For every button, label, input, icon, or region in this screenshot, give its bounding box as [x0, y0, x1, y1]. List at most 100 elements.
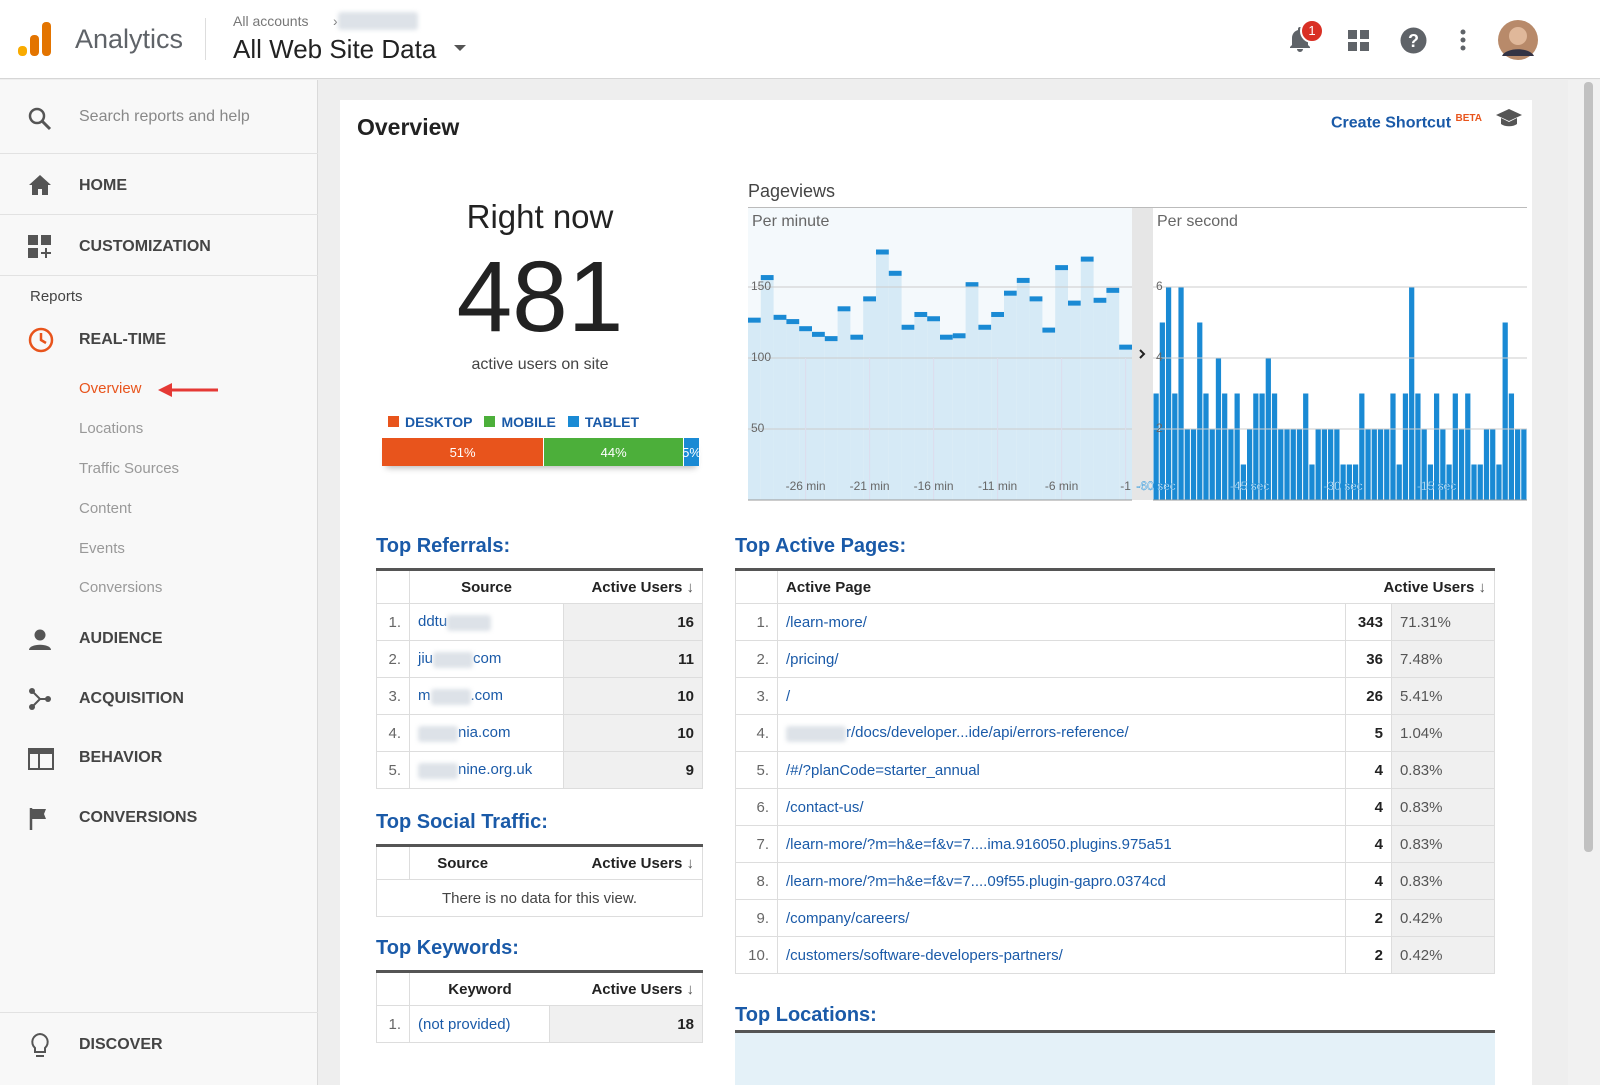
column-header[interactable]: Active Users ↓ [515, 845, 704, 880]
column-header[interactable]: Active Users ↓ [1345, 569, 1496, 604]
link-cell[interactable]: /company/careers/ [777, 899, 1346, 937]
link-text[interactable]: com [473, 650, 502, 668]
create-shortcut[interactable]: Create Shortcut BETA [1331, 113, 1482, 132]
link-cell[interactable]: (not provided) [408, 1005, 551, 1043]
link-cell[interactable]: nine.org.uk [409, 751, 564, 789]
data-row: 2. /pricing/36 7.48% [735, 640, 1496, 678]
link-text[interactable]: nine.org.uk [458, 761, 533, 779]
column-header[interactable]: Keyword [408, 971, 550, 1006]
nav-home[interactable]: HOME [79, 177, 127, 194]
column-header[interactable]: Active Users ↓ [563, 569, 704, 604]
link-text[interactable]: nia.com [458, 724, 511, 742]
rank: 9. [735, 899, 778, 937]
view-selector[interactable]: All Web Site Data [233, 34, 437, 64]
link-text[interactable]: /#/?planCode=starter_annual [786, 761, 980, 779]
bar-fill [786, 321, 800, 500]
sidebar: Search reports and help HOME CUSTOMIZATI… [0, 80, 318, 1085]
help[interactable]: ? [1400, 27, 1427, 54]
link-cell[interactable]: /learn-more/?m=h&e=f&v=7....ima.916050.p… [777, 825, 1346, 863]
link-text[interactable]: /pricing/ [786, 650, 839, 668]
active-users: 36 [1344, 640, 1392, 678]
share: 0.83% [1390, 825, 1496, 863]
link-text[interactable]: /learn-more/?m=h&e=f&v=7....ima.916050.p… [786, 835, 1172, 853]
rank: 2. [376, 640, 410, 678]
breadcrumb[interactable]: All accounts [233, 13, 309, 29]
nav-subitem[interactable]: Traffic Sources [79, 460, 180, 477]
more[interactable] [1459, 28, 1467, 52]
nav-customization[interactable]: CUSTOMIZATION [79, 238, 211, 255]
link-cell[interactable]: /contact-us/ [777, 788, 1346, 826]
nav-subitem[interactable]: Events [79, 540, 125, 557]
scroll-thumb[interactable] [1584, 82, 1593, 852]
active-users: 10 [562, 714, 704, 752]
link-text[interactable]: / [786, 687, 791, 705]
nav-section[interactable]: ACQUISITION [79, 690, 184, 707]
nav-subitem[interactable]: Overview [79, 380, 142, 397]
avatar[interactable] [1498, 20, 1538, 60]
link-cell[interactable]: /learn-more/?m=h&e=f&v=7....09f55.plugin… [777, 862, 1346, 900]
rank: 6. [735, 788, 778, 826]
nav-section[interactable]: AUDIENCE [79, 630, 163, 647]
shortcut-label[interactable]: Create Shortcut [1331, 114, 1452, 132]
link-cell[interactable]: /customers/software-developers-partners/ [777, 936, 1346, 974]
bar [1259, 393, 1265, 500]
link-text[interactable]: /company/careers/ [786, 909, 910, 927]
link-cell[interactable]: ddtu [409, 603, 564, 641]
active-users: 9 [562, 751, 704, 789]
link-text[interactable]: m [418, 687, 431, 705]
rank: 1. [735, 603, 778, 641]
nav-realtime[interactable]: REAL-TIME [79, 331, 167, 348]
x-tick-label: -11 min [978, 479, 1017, 493]
bar [1365, 429, 1371, 500]
link-cell[interactable]: r/docs/developer...ide/api/errors-refere… [777, 714, 1346, 752]
device-value-label: 5% [682, 444, 701, 460]
link-text[interactable]: jiu [418, 650, 434, 668]
nav-section[interactable]: CONVERSIONS [79, 809, 198, 826]
link-text[interactable]: /learn-more/?m=h&e=f&v=7....09f55.plugin… [786, 872, 1166, 890]
share: 0.83% [1390, 862, 1496, 900]
legend-swatch [484, 416, 496, 427]
bar [1446, 464, 1452, 500]
nav-subitem[interactable]: Conversions [79, 579, 163, 596]
link-cell[interactable]: / [777, 677, 1346, 715]
link-text[interactable]: /learn-more/ [786, 613, 867, 631]
bar [1290, 429, 1296, 500]
x-tick-label: -15 sec [1417, 479, 1456, 493]
bar [1521, 429, 1527, 500]
nav-subitem[interactable]: Content [79, 500, 132, 517]
nav-discover[interactable]: DISCOVER [79, 1036, 163, 1053]
rank: 1. [376, 603, 410, 641]
link-cell[interactable]: nia.com [409, 714, 564, 752]
link-text[interactable]: /contact-us/ [786, 798, 864, 816]
rank: 7. [735, 825, 778, 863]
bar-fill [850, 336, 864, 500]
section-title: Top Social Traffic: [376, 811, 548, 833]
column-header[interactable]: Active Page [777, 569, 1346, 604]
column-header[interactable]: Source [409, 569, 564, 604]
nav-subitem[interactable]: Locations [79, 420, 144, 437]
link-cell[interactable]: /#/?planCode=starter_annual [777, 751, 1346, 789]
link-cell[interactable]: jiu com [409, 640, 564, 678]
apps[interactable] [1348, 30, 1370, 52]
data-row: 10. /customers/software-developers-partne… [735, 936, 1496, 974]
link-cell[interactable]: /pricing/ [777, 640, 1346, 678]
link-cell[interactable]: /learn-more/ [777, 603, 1346, 641]
bar [1240, 464, 1247, 500]
bar [1465, 393, 1471, 500]
link-cell[interactable]: m .com [409, 677, 564, 715]
column-header[interactable]: Source [409, 845, 516, 880]
link-text[interactable]: ddtu [418, 613, 448, 631]
y-tick-label: 100 [751, 350, 771, 364]
column-header[interactable]: Active Users ↓ [549, 971, 703, 1006]
bar [1315, 429, 1321, 500]
nav-section[interactable]: BEHAVIOR [79, 749, 163, 766]
rank: 2. [735, 640, 778, 678]
search-box[interactable]: Search reports and help [79, 108, 250, 125]
link-text[interactable]: .com [470, 687, 504, 705]
link-text[interactable]: (not provided) [418, 1015, 511, 1033]
link-text[interactable]: /customers/software-developers-partners/ [786, 946, 1063, 964]
redacted [430, 688, 471, 705]
link-text[interactable]: r/docs/developer...ide/api/errors-refere… [846, 724, 1129, 742]
bar [1334, 429, 1340, 500]
